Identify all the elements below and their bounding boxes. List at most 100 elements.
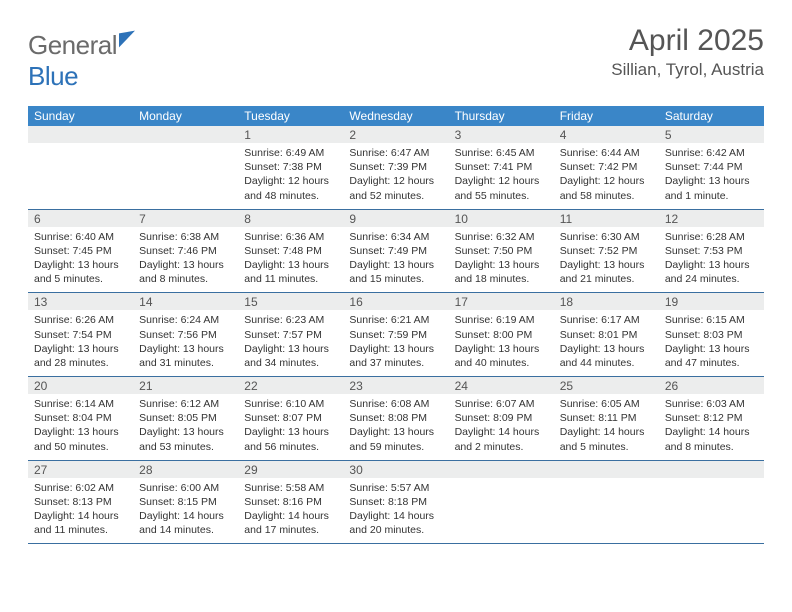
sunset-line: Sunset: 8:16 PM: [244, 495, 337, 509]
sunrise-line: Sunrise: 6:02 AM: [34, 481, 127, 495]
day-cell: [133, 143, 238, 209]
sunset-line: Sunset: 7:57 PM: [244, 328, 337, 342]
sunrise-line: Sunrise: 6:44 AM: [560, 146, 653, 160]
day-cell: Sunrise: 6:08 AMSunset: 8:08 PMDaylight:…: [343, 394, 448, 460]
day-number: 3: [449, 126, 554, 143]
day-cell: Sunrise: 6:10 AMSunset: 8:07 PMDaylight:…: [238, 394, 343, 460]
sunrise-line: Sunrise: 6:15 AM: [665, 313, 758, 327]
day-number: 19: [659, 293, 764, 310]
sunrise-line: Sunrise: 6:05 AM: [560, 397, 653, 411]
day-number: 18: [554, 293, 659, 310]
sunset-line: Sunset: 8:18 PM: [349, 495, 442, 509]
calendar-page: General Blue April 2025 Sillian, Tyrol, …: [0, 0, 792, 568]
sunset-line: Sunset: 7:49 PM: [349, 244, 442, 258]
calendar-grid: Sunday Monday Tuesday Wednesday Thursday…: [28, 106, 764, 544]
day-number: 1: [238, 126, 343, 143]
daylight-line: Daylight: 14 hours and 11 minutes.: [34, 509, 127, 537]
daylight-line: Daylight: 13 hours and 40 minutes.: [455, 342, 548, 370]
week-row: Sunrise: 6:14 AMSunset: 8:04 PMDaylight:…: [28, 394, 764, 461]
day-cell: Sunrise: 5:58 AMSunset: 8:16 PMDaylight:…: [238, 478, 343, 544]
daylight-line: Daylight: 13 hours and 15 minutes.: [349, 258, 442, 286]
day-cell: Sunrise: 6:26 AMSunset: 7:54 PMDaylight:…: [28, 310, 133, 376]
sunset-line: Sunset: 8:08 PM: [349, 411, 442, 425]
sunset-line: Sunset: 8:07 PM: [244, 411, 337, 425]
sunset-line: Sunset: 8:13 PM: [34, 495, 127, 509]
day-cell: Sunrise: 6:12 AMSunset: 8:05 PMDaylight:…: [133, 394, 238, 460]
daylight-line: Daylight: 13 hours and 11 minutes.: [244, 258, 337, 286]
sunset-line: Sunset: 8:01 PM: [560, 328, 653, 342]
day-cell: Sunrise: 6:24 AMSunset: 7:56 PMDaylight:…: [133, 310, 238, 376]
day-cell: [449, 478, 554, 544]
sunrise-line: Sunrise: 6:30 AM: [560, 230, 653, 244]
day-number: 16: [343, 293, 448, 310]
sunrise-line: Sunrise: 6:17 AM: [560, 313, 653, 327]
day-number: 26: [659, 377, 764, 394]
daylight-line: Daylight: 12 hours and 58 minutes.: [560, 174, 653, 202]
day-number: 23: [343, 377, 448, 394]
day-cell: Sunrise: 6:21 AMSunset: 7:59 PMDaylight:…: [343, 310, 448, 376]
daylight-line: Daylight: 13 hours and 8 minutes.: [139, 258, 232, 286]
sunrise-line: Sunrise: 6:03 AM: [665, 397, 758, 411]
day-cell: Sunrise: 5:57 AMSunset: 8:18 PMDaylight:…: [343, 478, 448, 544]
dow-tuesday: Tuesday: [238, 106, 343, 126]
sunset-line: Sunset: 7:42 PM: [560, 160, 653, 174]
daylight-line: Daylight: 13 hours and 5 minutes.: [34, 258, 127, 286]
day-number: 6: [28, 210, 133, 227]
day-number-row: 13141516171819: [28, 293, 764, 310]
weeks-container: 12345Sunrise: 6:49 AMSunset: 7:38 PMDayl…: [28, 126, 764, 544]
daylight-line: Daylight: 12 hours and 55 minutes.: [455, 174, 548, 202]
daylight-line: Daylight: 13 hours and 31 minutes.: [139, 342, 232, 370]
sunrise-line: Sunrise: 5:57 AM: [349, 481, 442, 495]
day-cell: Sunrise: 6:40 AMSunset: 7:45 PMDaylight:…: [28, 227, 133, 293]
day-number: 25: [554, 377, 659, 394]
daylight-line: Daylight: 14 hours and 20 minutes.: [349, 509, 442, 537]
sunrise-line: Sunrise: 5:58 AM: [244, 481, 337, 495]
daylight-line: Daylight: 14 hours and 8 minutes.: [665, 425, 758, 453]
daylight-line: Daylight: 13 hours and 28 minutes.: [34, 342, 127, 370]
daylight-line: Daylight: 13 hours and 59 minutes.: [349, 425, 442, 453]
daylight-line: Daylight: 13 hours and 37 minutes.: [349, 342, 442, 370]
day-cell: Sunrise: 6:17 AMSunset: 8:01 PMDaylight:…: [554, 310, 659, 376]
sunset-line: Sunset: 8:12 PM: [665, 411, 758, 425]
day-number: 2: [343, 126, 448, 143]
day-cell: [28, 143, 133, 209]
sunset-line: Sunset: 7:52 PM: [560, 244, 653, 258]
month-title: April 2025: [611, 24, 764, 58]
sunrise-line: Sunrise: 6:36 AM: [244, 230, 337, 244]
location-label: Sillian, Tyrol, Austria: [611, 60, 764, 80]
day-number: 20: [28, 377, 133, 394]
day-cell: Sunrise: 6:02 AMSunset: 8:13 PMDaylight:…: [28, 478, 133, 544]
daylight-line: Daylight: 13 hours and 47 minutes.: [665, 342, 758, 370]
sunset-line: Sunset: 7:45 PM: [34, 244, 127, 258]
day-number: 13: [28, 293, 133, 310]
week-row: Sunrise: 6:02 AMSunset: 8:13 PMDaylight:…: [28, 478, 764, 545]
day-number: [554, 461, 659, 478]
sunset-line: Sunset: 7:56 PM: [139, 328, 232, 342]
sunset-line: Sunset: 8:05 PM: [139, 411, 232, 425]
day-cell: Sunrise: 6:14 AMSunset: 8:04 PMDaylight:…: [28, 394, 133, 460]
dow-saturday: Saturday: [659, 106, 764, 126]
day-cell: Sunrise: 6:30 AMSunset: 7:52 PMDaylight:…: [554, 227, 659, 293]
day-cell: Sunrise: 6:36 AMSunset: 7:48 PMDaylight:…: [238, 227, 343, 293]
sunrise-line: Sunrise: 6:21 AM: [349, 313, 442, 327]
day-number: 4: [554, 126, 659, 143]
sunrise-line: Sunrise: 6:08 AM: [349, 397, 442, 411]
day-number: 15: [238, 293, 343, 310]
day-number: [28, 126, 133, 143]
sunrise-line: Sunrise: 6:19 AM: [455, 313, 548, 327]
day-cell: [554, 478, 659, 544]
sunset-line: Sunset: 7:41 PM: [455, 160, 548, 174]
week-row: Sunrise: 6:40 AMSunset: 7:45 PMDaylight:…: [28, 227, 764, 294]
day-cell: Sunrise: 6:42 AMSunset: 7:44 PMDaylight:…: [659, 143, 764, 209]
sunset-line: Sunset: 8:00 PM: [455, 328, 548, 342]
day-number-row: 20212223242526: [28, 377, 764, 394]
sunset-line: Sunset: 7:44 PM: [665, 160, 758, 174]
day-number: 7: [133, 210, 238, 227]
sunset-line: Sunset: 8:11 PM: [560, 411, 653, 425]
daylight-line: Daylight: 13 hours and 18 minutes.: [455, 258, 548, 286]
sunset-line: Sunset: 8:15 PM: [139, 495, 232, 509]
day-cell: Sunrise: 6:23 AMSunset: 7:57 PMDaylight:…: [238, 310, 343, 376]
brand-part2: Blue: [28, 61, 78, 91]
sunrise-line: Sunrise: 6:40 AM: [34, 230, 127, 244]
day-of-week-header: Sunday Monday Tuesday Wednesday Thursday…: [28, 106, 764, 126]
